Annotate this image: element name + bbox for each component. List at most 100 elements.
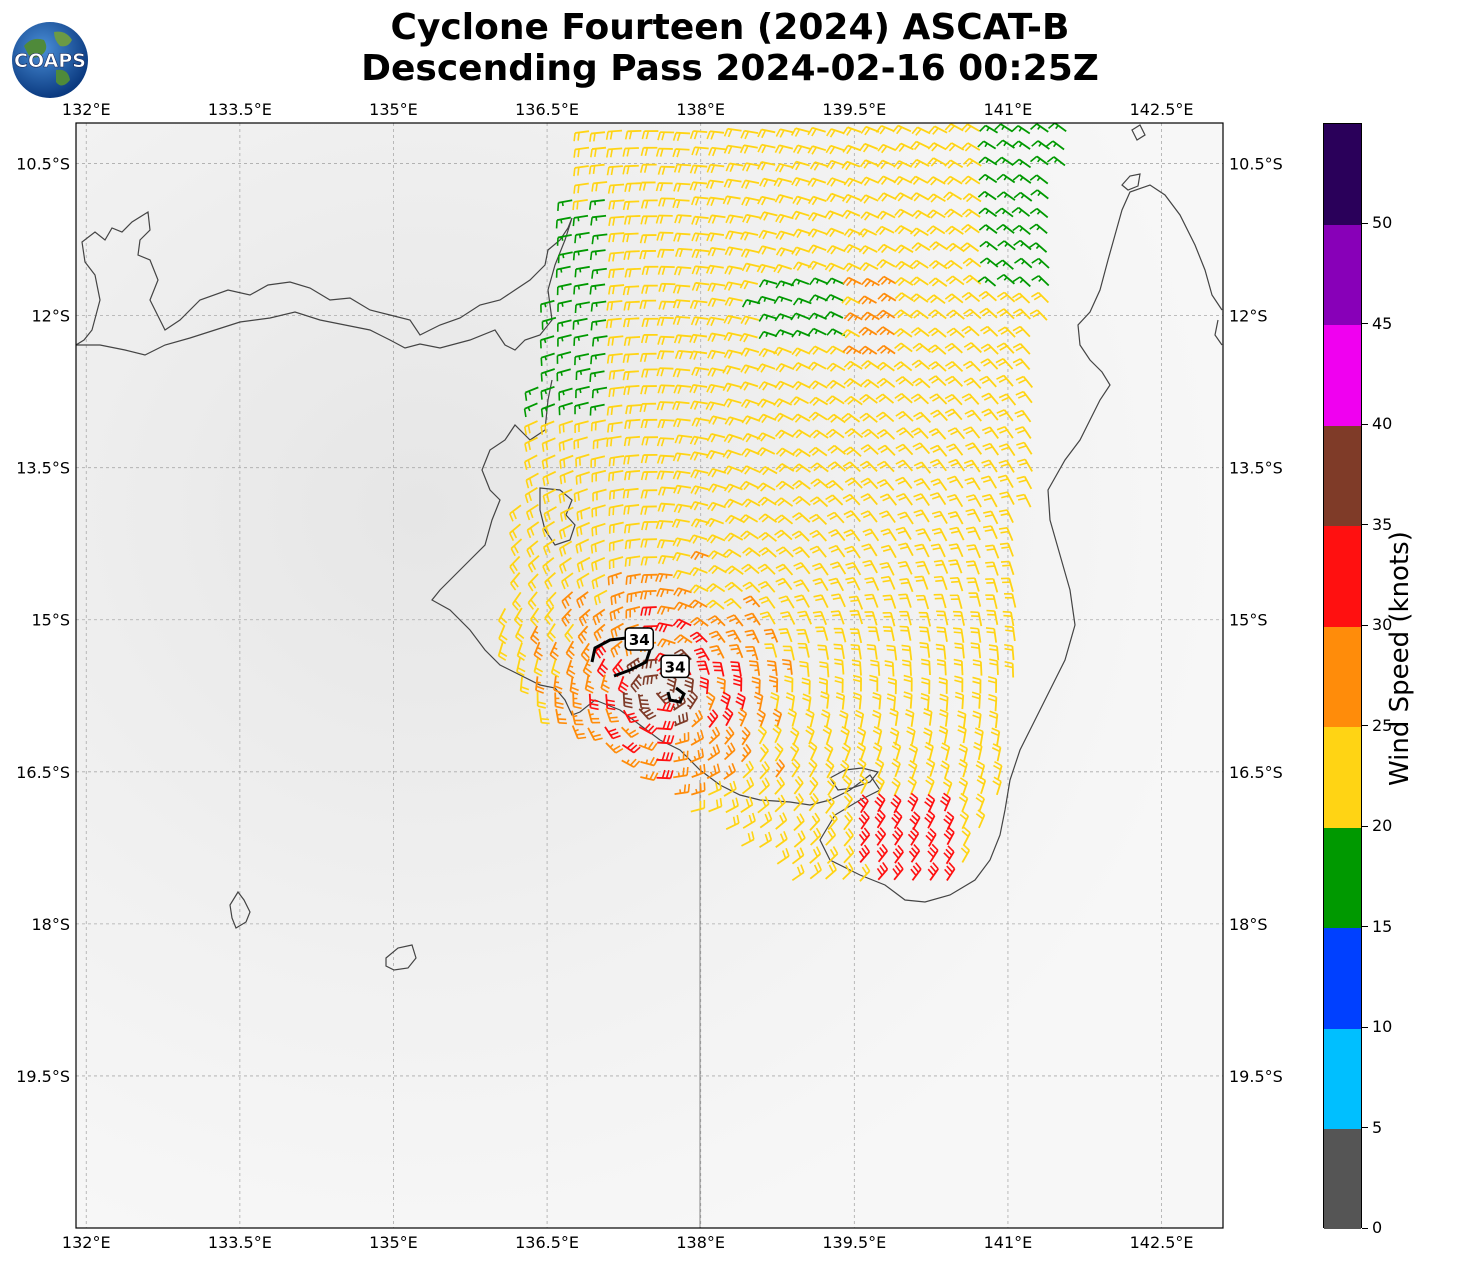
wind-barb: [1004, 660, 1015, 678]
wind-barb: [756, 432, 776, 442]
wind-barb: [558, 387, 573, 401]
wind-barb: [756, 295, 776, 305]
wind-barb: [640, 505, 657, 515]
wind-barb: [875, 225, 895, 236]
wind-barb: [546, 623, 556, 642]
wind-barb: [843, 811, 854, 831]
wind-barb: [843, 845, 855, 864]
wind-barb: [909, 259, 929, 269]
wind-barb: [768, 675, 779, 693]
wind-barb: [1012, 224, 1031, 236]
wind-barb: [988, 693, 998, 712]
wind-barb: [914, 575, 929, 590]
lon-tick-label: 135°E: [369, 100, 418, 119]
wind-barb: [891, 741, 902, 761]
wind-barb: [722, 382, 742, 393]
wind-barb: [957, 710, 967, 729]
wind-barb: [686, 690, 699, 710]
wind-barb: [872, 691, 882, 710]
wind-barb: [751, 676, 761, 694]
wind-barb: [775, 577, 793, 591]
wind-barb: [895, 376, 914, 387]
wind-barb: [658, 300, 676, 310]
wind-barb: [793, 813, 805, 832]
wind-barb: [1012, 308, 1031, 320]
wind-barb: [735, 692, 746, 712]
wind-barb: [791, 448, 811, 458]
wind-barb: [574, 265, 590, 278]
wind-barb: [541, 316, 557, 330]
wind-barb: [672, 537, 691, 547]
wind-barb: [707, 297, 726, 308]
wind-barb: [773, 412, 793, 423]
wind-barb: [740, 530, 759, 540]
wind-barb: [824, 742, 834, 762]
wind-barb: [889, 708, 899, 727]
wind-barb: [691, 232, 709, 242]
wind-barb: [882, 611, 896, 627]
wind-barb: [980, 343, 999, 355]
wind-barb: [895, 459, 914, 472]
wind-barb: [815, 626, 829, 641]
wind-barb: [641, 436, 659, 446]
wind-barb: [808, 380, 828, 390]
wind-barb: [588, 163, 605, 175]
wind-barb: [992, 776, 1002, 796]
wind-barb: [985, 594, 998, 610]
wind-barb: [876, 159, 896, 170]
colorbar-tick-mark: [1362, 222, 1368, 224]
wind-barb: [884, 660, 895, 677]
wind-barb: [656, 231, 674, 241]
wind-barb: [672, 470, 691, 480]
wind-barb: [980, 325, 999, 337]
wind-barb: [944, 259, 963, 270]
wind-barb: [657, 418, 675, 429]
wind-barb: [876, 861, 889, 881]
wind-barbs: [497, 123, 1067, 882]
wind-barb: [948, 458, 966, 472]
wind-barb: [639, 402, 657, 413]
wind-barb: [707, 349, 726, 360]
wind-barb: [809, 545, 827, 558]
wind-barb: [673, 750, 689, 763]
wind-barb: [809, 496, 829, 508]
wind-barb: [841, 296, 861, 306]
wind-barb: [561, 591, 574, 609]
wind-barb: [742, 812, 756, 829]
wind-barb: [840, 726, 850, 745]
wind-barb: [707, 246, 726, 257]
wind-barb: [639, 250, 656, 260]
lon-tick-label: 139.5°E: [822, 1233, 886, 1252]
wind-barb: [826, 345, 846, 355]
wind-barb: [928, 375, 947, 387]
wind-barb: [763, 628, 779, 643]
wind-barb: [858, 326, 878, 336]
wind-barb: [978, 290, 997, 302]
wind-barb: [930, 543, 946, 558]
wind-barb: [524, 486, 538, 504]
wind-barb: [608, 556, 624, 570]
wind-barb: [792, 463, 811, 473]
wind-barb: [985, 561, 999, 576]
wind-barb: [925, 827, 937, 847]
lon-tick-label: 139.5°E: [822, 100, 886, 119]
wind-barb: [780, 611, 796, 625]
wind-barb: [773, 346, 792, 357]
wind-barb: [876, 361, 895, 372]
wind-barb: [940, 742, 951, 761]
wind-barb: [807, 228, 827, 238]
wind-barb: [861, 311, 880, 321]
wind-barb: [944, 293, 964, 304]
wind-barb: [757, 496, 777, 506]
wind-barb: [688, 566, 708, 577]
wind-barb: [516, 657, 526, 677]
wind-barb: [557, 334, 572, 347]
wind-barb: [880, 528, 897, 542]
wind-barb: [640, 333, 658, 344]
wind-barb: [918, 611, 932, 627]
colorbar-bin: [1324, 827, 1361, 929]
wind-barb: [844, 545, 861, 559]
wind-barb: [931, 527, 948, 542]
wind-barb: [656, 437, 675, 447]
wind-barb: [952, 610, 965, 626]
